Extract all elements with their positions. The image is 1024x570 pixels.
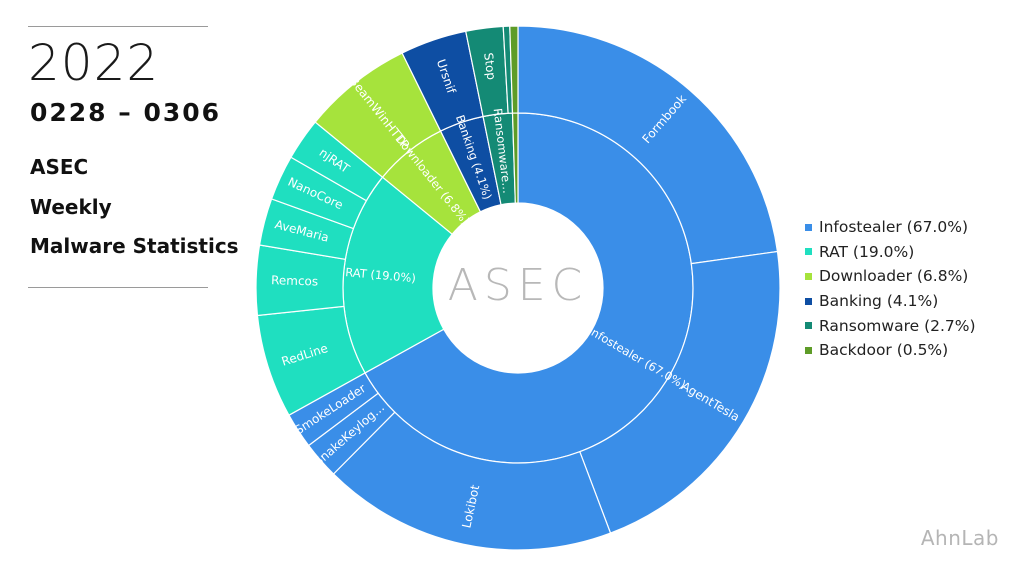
legend-label-infostealer: Infostealer (67.0%) [819, 218, 968, 237]
outer-segment-backdoor-0 [509, 25, 519, 114]
legend-swatch-downloader [805, 272, 812, 280]
legend-label-rat: RAT (19.0%) [819, 242, 915, 261]
asec-logo: ASEC [448, 260, 589, 311]
outer-label-remcos: Remcos [271, 273, 318, 288]
legend-label-downloader: Downloader (6.8%) [819, 267, 969, 286]
legend-swatch-infostealer [805, 223, 812, 231]
ahnlab-logo: AhnLab [920, 526, 999, 550]
outer-segment-agenttesla [579, 250, 781, 534]
divider-bottom [28, 287, 208, 288]
legend-item-rat: RAT (19.0%) [805, 240, 976, 265]
date-range: 0228 – 0306 [30, 98, 222, 127]
title-line-malware-statistics: Malware Statistics [30, 234, 239, 258]
title-line-weekly: Weekly [30, 195, 112, 219]
divider-top [28, 26, 208, 27]
legend-item-backdoor: Backdoor (0.5%) [805, 338, 976, 363]
title-line-asec: ASEC [30, 155, 89, 179]
legend: Infostealer (67.0%) RAT (19.0%) Downloader… [805, 215, 976, 363]
legend-swatch-banking [805, 297, 812, 305]
legend-swatch-backdoor [805, 346, 812, 354]
legend-item-ransomware: Ransomware (2.7%) [805, 313, 976, 338]
legend-item-downloader: Downloader (6.8%) [805, 264, 976, 289]
inner-label-rat: RAT (19.0%) [345, 265, 417, 285]
outer-label-stop: Stop [481, 52, 498, 81]
outer-segment-formbook [517, 25, 779, 265]
legend-item-banking: Banking (4.1%) [805, 289, 976, 314]
legend-label-backdoor: Backdoor (0.5%) [819, 341, 949, 360]
legend-label-ransomware: Ransomware (2.7%) [819, 316, 976, 335]
legend-swatch-ransomware [805, 322, 812, 330]
report-year: 2022 [28, 34, 160, 92]
inner-ring [342, 112, 694, 464]
legend-item-infostealer: Infostealer (67.0%) [805, 215, 976, 240]
outer-ring [255, 25, 781, 551]
legend-label-banking: Banking (4.1%) [819, 292, 939, 311]
legend-swatch-rat [805, 248, 812, 256]
